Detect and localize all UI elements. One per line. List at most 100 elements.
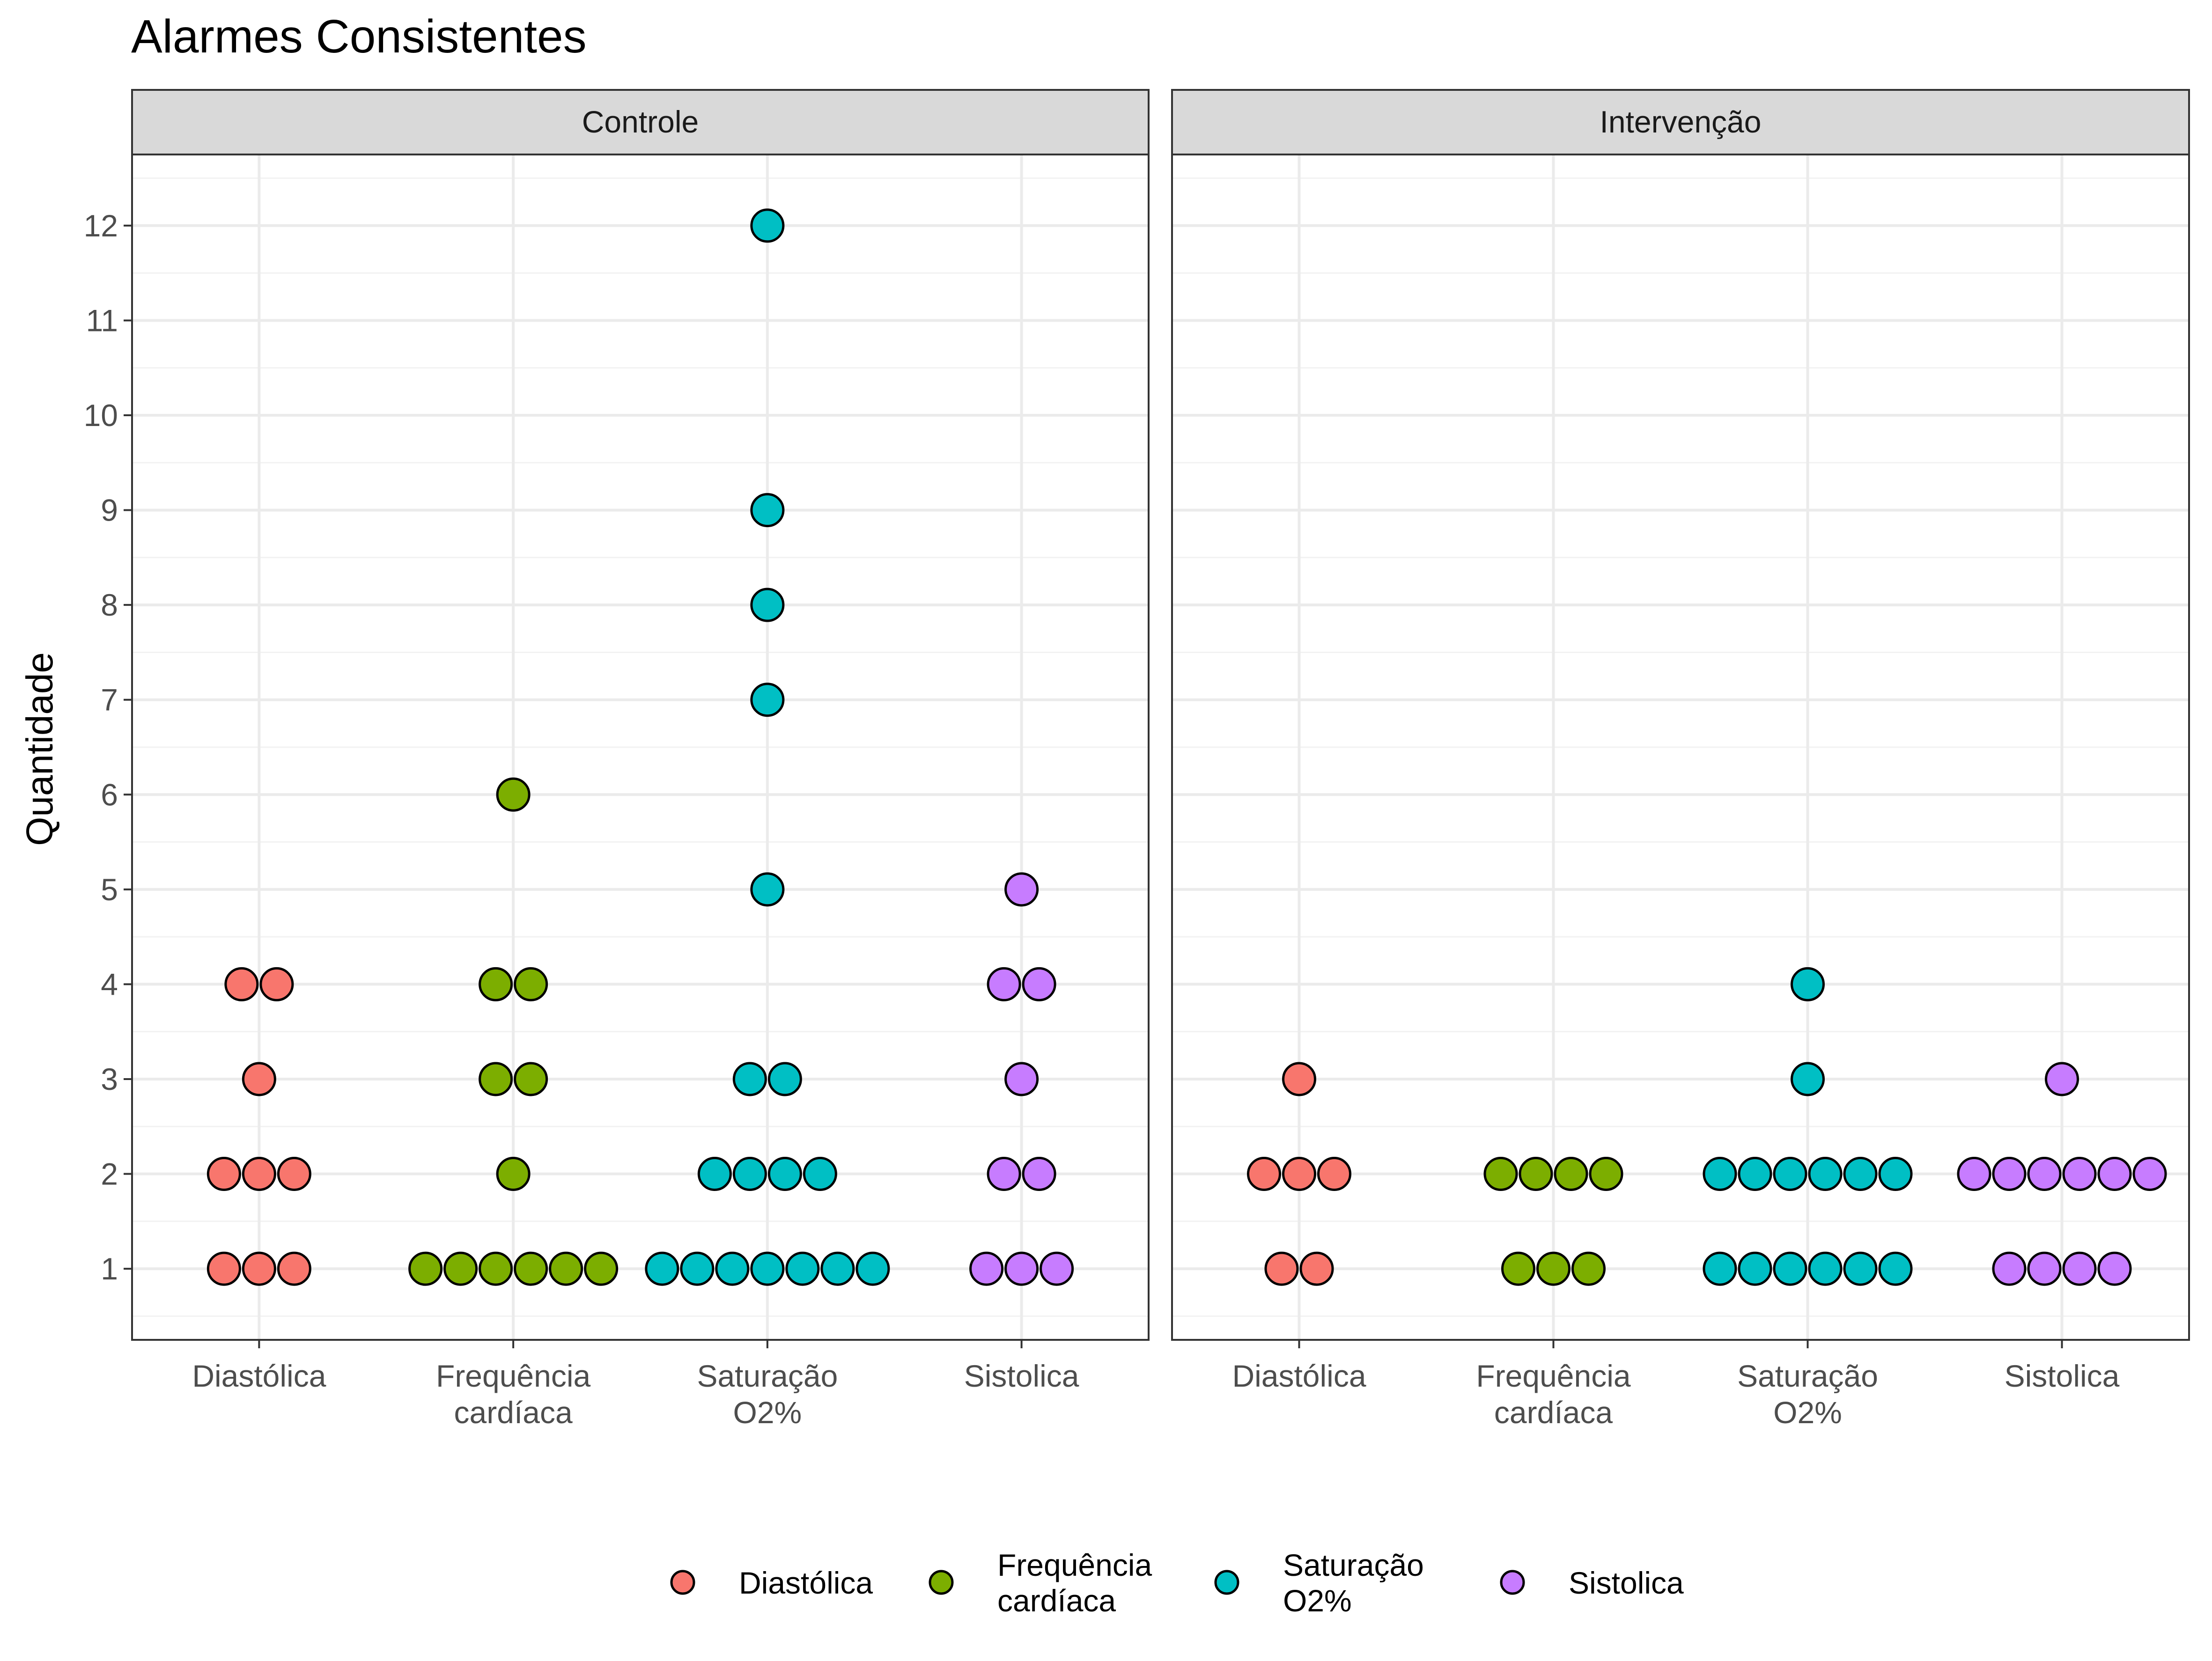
dot-sistolica [987, 967, 1021, 1001]
x-tick-label: Saturação O2% [1737, 1359, 1878, 1430]
legend-item: Diastólica [670, 1565, 873, 1600]
dot-sistolica [1022, 967, 1056, 1001]
dot-frequencia [1483, 1157, 1518, 1191]
y-tick-label: 10 [84, 398, 118, 433]
dot-sistolica [969, 1251, 1004, 1286]
panel-intervencao: Intervenção Diastólica Frequência cardíaca S… [1171, 89, 2190, 1430]
panel-border [131, 154, 1150, 1341]
dot-sistolica [987, 1157, 1021, 1191]
legend-label: Diastólica [739, 1565, 873, 1600]
x-tick-label: Sistolica [964, 1359, 1079, 1393]
dot-saturacao [645, 1251, 679, 1286]
dot-saturacao [750, 1251, 785, 1286]
dot-sistolica [1004, 872, 1039, 907]
dot-diastolica [242, 1062, 276, 1096]
x-tick-label: Frequência cardíaca [1476, 1359, 1630, 1430]
y-tick-label: 5 [101, 872, 118, 907]
dot-saturacao [1878, 1251, 1913, 1286]
dot-sistolica [1957, 1157, 1991, 1191]
y-tick-label: 11 [86, 303, 118, 338]
dot-frequencia [549, 1251, 583, 1286]
dot-sistolica [1992, 1157, 2027, 1191]
dot-sistolica [2045, 1062, 2079, 1096]
dot-sistolica [1004, 1062, 1039, 1096]
facet-strip [1171, 89, 2190, 155]
dot-diastolica [224, 967, 259, 1001]
y-tick-label: 6 [101, 777, 118, 812]
facet-strip-label: Controle [582, 104, 699, 139]
chart-title: Alarmes Consistentes [131, 10, 587, 63]
x-tick-label: Sistolica [2005, 1359, 2120, 1393]
dot-sistolica [1004, 1251, 1039, 1286]
legend-label: Sistolica [1569, 1565, 1684, 1600]
dot-diastolica [242, 1157, 276, 1191]
dot-sistolica [2027, 1157, 2062, 1191]
dot-saturacao [1703, 1157, 1737, 1191]
x-tick-label: Frequência cardíaca [436, 1359, 590, 1430]
y-tick-label: 2 [101, 1157, 118, 1191]
dot-frequencia [479, 1062, 513, 1096]
dot-saturacao [750, 872, 785, 907]
dot-frequencia [408, 1251, 443, 1286]
dot-diastolica [242, 1251, 276, 1286]
dot-saturacao [1773, 1157, 1807, 1191]
dot-saturacao [750, 683, 785, 717]
dot-frequencia [496, 1157, 531, 1191]
y-tick-label: 12 [84, 208, 118, 243]
y-tick-label: 3 [101, 1062, 118, 1096]
dot-saturacao [750, 493, 785, 528]
dot-sistolica [1992, 1251, 2027, 1286]
dot-saturacao [855, 1251, 890, 1286]
dot-sistolica [2062, 1251, 2097, 1286]
dot-saturacao [1808, 1157, 1843, 1191]
dot-frequencia [584, 1251, 619, 1286]
y-tick-label: 8 [101, 588, 118, 622]
dot-diastolica [277, 1157, 311, 1191]
legend-item: Sistolica [1500, 1565, 1684, 1600]
dot-sistolica [2027, 1251, 2062, 1286]
dot-frequencia [514, 967, 548, 1001]
dot-saturacao [680, 1251, 715, 1286]
dot-diastolica [259, 967, 294, 1001]
dot-sistolica [2097, 1251, 2132, 1286]
legend-label: Frequência cardíaca [997, 1548, 1152, 1618]
dot-sistolica [1040, 1251, 1074, 1286]
dot-saturacao [1843, 1157, 1878, 1191]
dot-saturacao [1738, 1157, 1772, 1191]
dot-saturacao [767, 1062, 802, 1096]
facet-strip [131, 89, 1150, 155]
dot-diastolica [277, 1251, 311, 1286]
dot-diastolica [206, 1157, 241, 1191]
panel-border [1171, 154, 2190, 1341]
dot-frequencia [514, 1062, 548, 1096]
dot-diastolica [1247, 1157, 1281, 1191]
dot-saturacao [750, 588, 785, 622]
dot-saturacao [767, 1157, 802, 1191]
dot-diastolica [206, 1251, 241, 1286]
dot-sistolica [2062, 1157, 2097, 1191]
legend-key [1214, 1570, 1239, 1595]
panel-controle: Controle Diastólica Frequência cardíaca Satu… [84, 89, 1150, 1430]
legend-key [1500, 1570, 1525, 1595]
dot-sistolica [2097, 1157, 2132, 1191]
dot-frequencia [496, 777, 531, 812]
dot-diastolica [1282, 1157, 1316, 1191]
dot-frequencia [1501, 1251, 1535, 1286]
dot-saturacao [1703, 1251, 1737, 1286]
dot-frequencia [479, 1251, 513, 1286]
facet-strip-label: Intervenção [1600, 104, 1762, 139]
dot-saturacao [697, 1157, 732, 1191]
dot-diastolica [1299, 1251, 1334, 1286]
dot-saturacao [1791, 1062, 1825, 1096]
dot-diastolica [1264, 1251, 1299, 1286]
legend-key [929, 1570, 954, 1595]
dot-diastolica [1282, 1062, 1316, 1096]
dot-saturacao [1773, 1251, 1807, 1286]
dot-saturacao [1738, 1251, 1772, 1286]
dot-sistolica [1022, 1157, 1056, 1191]
dot-frequencia [479, 967, 513, 1001]
y-tick-label: 4 [101, 967, 118, 1001]
dot-frequencia [1571, 1251, 1606, 1286]
